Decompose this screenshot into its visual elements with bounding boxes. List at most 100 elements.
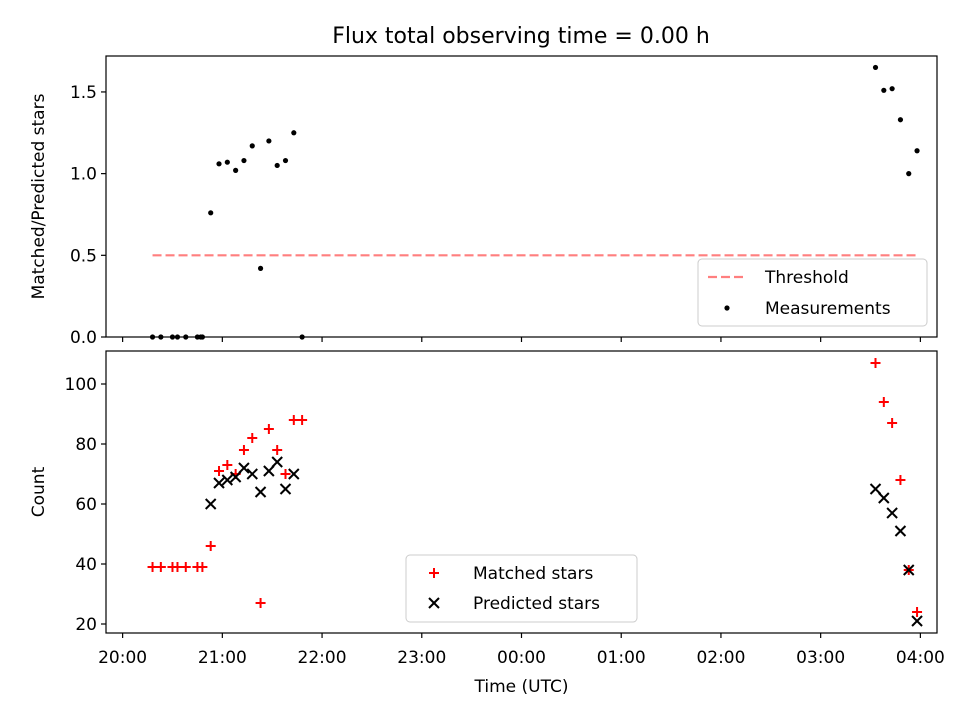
predicted-star-point-b bbox=[221, 474, 234, 486]
predicted-star-point bbox=[246, 468, 258, 480]
predicted-star-point bbox=[254, 486, 267, 498]
matched-star-point bbox=[280, 469, 291, 479]
x-tick-label: 23:00 bbox=[397, 648, 446, 668]
top-panel: 0.0 0.5 1.0 1.5 Matched/Predicted stars Thres… bbox=[29, 55, 938, 348]
x-tick-label: 04:00 bbox=[896, 648, 945, 668]
matched-star-point bbox=[180, 562, 191, 572]
predicted-star-point bbox=[279, 483, 292, 495]
legend-frame bbox=[405, 554, 638, 623]
y-tick-label: 0.5 bbox=[70, 246, 97, 266]
y-tick-label: 1.5 bbox=[70, 83, 97, 103]
predicted-star-point-b bbox=[254, 486, 267, 498]
predicted-star-point bbox=[903, 564, 915, 576]
predicted-star-point-b bbox=[263, 465, 275, 477]
predicted-star-point-b bbox=[204, 498, 217, 510]
figure-title: Flux total observing time = 0.00 h bbox=[332, 24, 710, 49]
matched-star-point bbox=[222, 460, 233, 470]
measurement-point bbox=[149, 334, 156, 340]
matched-star-point bbox=[263, 424, 274, 434]
bottom-panel: 20 40 60 80 100 20:00 21:00 22:00 23:00 00:00 01:0… bbox=[29, 350, 945, 697]
measurement-point bbox=[174, 334, 181, 340]
measurement-point bbox=[291, 130, 297, 136]
measurement-point bbox=[897, 117, 904, 123]
predicted-star-point bbox=[271, 456, 283, 468]
x-tick-label: 00:00 bbox=[497, 648, 546, 668]
x-tick-label: 01:00 bbox=[597, 648, 646, 668]
legend-matched-label: Matched stars bbox=[473, 564, 593, 584]
x-tick-label: 22:00 bbox=[298, 648, 347, 668]
legend-predicted-label: Predicted stars bbox=[473, 594, 600, 614]
predicted-star-point-b bbox=[886, 507, 898, 519]
legend-threshold-label: Threshold bbox=[764, 268, 849, 288]
predicted-star-point bbox=[229, 471, 242, 483]
matched-star-point bbox=[887, 418, 898, 428]
matched-star-point bbox=[912, 607, 923, 617]
measurement-point bbox=[158, 334, 164, 340]
measurement-point bbox=[889, 86, 895, 92]
matched-star-point bbox=[272, 445, 283, 455]
y-tick-label: 60 bbox=[75, 495, 97, 515]
x-axis-label: Time (UTC) bbox=[474, 677, 569, 697]
y-tick-label: 1.0 bbox=[70, 165, 97, 185]
predicted-star-point bbox=[869, 483, 882, 495]
matched-star-point bbox=[155, 562, 166, 572]
predicted-star-point bbox=[204, 498, 217, 510]
predicted-star-point-b bbox=[288, 468, 300, 480]
predicted-star-point-b bbox=[229, 471, 242, 483]
predicted-star-point-b bbox=[878, 492, 890, 504]
predicted-star-point-b bbox=[246, 468, 258, 480]
legend-measurements-label: Measurements bbox=[765, 299, 891, 319]
predicted-star-point-b bbox=[911, 615, 923, 627]
bottom-legend: Matched stars Predicted stars bbox=[405, 554, 638, 623]
matched-star-point bbox=[205, 541, 216, 551]
predicted-star-point-b bbox=[271, 456, 283, 468]
predicted-star-point bbox=[894, 525, 907, 537]
y-tick-label: 20 bbox=[75, 615, 97, 635]
measurement-point bbox=[906, 171, 912, 177]
x-tick-label: 02:00 bbox=[696, 648, 745, 668]
measurement-point bbox=[208, 210, 214, 216]
x-tick-label: 20:00 bbox=[98, 648, 147, 668]
matched-star-point bbox=[297, 415, 308, 425]
measurement-point bbox=[169, 334, 176, 340]
matched-star-point bbox=[895, 475, 906, 485]
measurement-point bbox=[274, 162, 280, 169]
predicted-star-point-b bbox=[903, 564, 915, 576]
predicted-star-point-b bbox=[279, 483, 292, 495]
legend-predicted-swatch bbox=[428, 597, 440, 609]
predicted-star-point-b bbox=[869, 483, 882, 495]
measurement-point bbox=[216, 161, 222, 167]
matched-star-point bbox=[870, 358, 881, 368]
predicted-star-point-b bbox=[213, 477, 225, 489]
measurement-point bbox=[881, 87, 887, 93]
legend-matched-swatch bbox=[429, 568, 439, 578]
measurement-point bbox=[257, 265, 264, 271]
y-axis-label: Matched/Predicted stars bbox=[29, 93, 49, 299]
predicted-star-point-b bbox=[238, 462, 250, 474]
predicted-star-point bbox=[886, 507, 898, 519]
measurement-point bbox=[233, 167, 239, 173]
measurement-point bbox=[914, 148, 920, 154]
measurement-point bbox=[872, 64, 879, 71]
predicted-star-point bbox=[878, 492, 890, 504]
predicted-star-point-b bbox=[894, 525, 907, 537]
predicted-star-point bbox=[263, 465, 275, 477]
measurement-point bbox=[199, 334, 205, 340]
matched-star-point bbox=[238, 445, 249, 455]
y-tick-label: 0.0 bbox=[70, 328, 97, 348]
measurement-point bbox=[266, 138, 272, 144]
measurement-point bbox=[249, 143, 255, 149]
predicted-star-point bbox=[238, 462, 250, 474]
matched-star-point bbox=[878, 397, 889, 407]
x-tick-label: 21:00 bbox=[198, 648, 247, 668]
top-legend: Threshold Measurements bbox=[697, 258, 928, 327]
measurement-point bbox=[183, 334, 189, 340]
y-tick-label: 40 bbox=[75, 555, 97, 575]
matched-star-point bbox=[214, 466, 225, 476]
matched-star-point bbox=[197, 562, 208, 572]
predicted-star-point bbox=[911, 615, 923, 627]
measurement-point bbox=[241, 157, 247, 164]
legend-predicted-swatch-b bbox=[428, 597, 440, 609]
legend-measurements-swatch bbox=[724, 305, 730, 311]
